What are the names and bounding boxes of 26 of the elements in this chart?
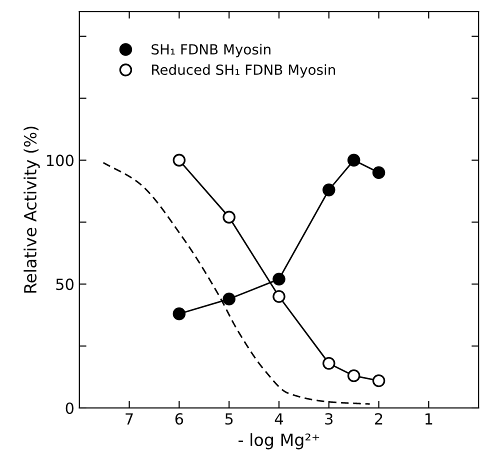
point [172, 307, 186, 320]
y-axis-title: Relative Activity (%) [24, 126, 40, 293]
point [272, 290, 286, 303]
y-tick-label: 0 [66, 402, 74, 414]
x-tick-label: 6 [175, 413, 184, 425]
point [322, 356, 336, 370]
point [272, 272, 286, 286]
x-tick-label: 2 [375, 413, 382, 424]
x-tick-label: 5 [225, 413, 233, 425]
x-tick-label: 3 [325, 413, 333, 425]
point [322, 184, 336, 196]
x-tick-label: 7 [126, 413, 133, 424]
point [347, 154, 360, 167]
y-tick-label: 100 [47, 154, 74, 166]
point [222, 292, 236, 306]
point [347, 369, 360, 382]
y-tick-label: 50 [56, 278, 74, 290]
x-axis-title: - log Mg²⁺ [238, 433, 320, 450]
point [172, 154, 186, 167]
point [222, 210, 236, 224]
legend-label: SH₁ FDNB Myosin [152, 44, 270, 58]
legend-label: Reduced SH₁ FDNB Myosin [152, 64, 335, 78]
x-tick-label: 1 [426, 413, 432, 424]
point [372, 374, 386, 388]
x-tick-label: 4 [274, 413, 283, 424]
point [372, 166, 386, 179]
